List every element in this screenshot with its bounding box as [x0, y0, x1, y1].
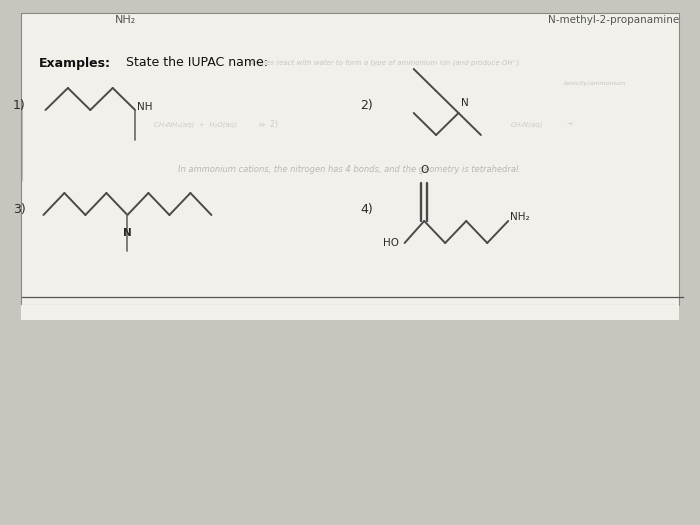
Text: CH₃NH₂(aq)  +  H₂O(aq): CH₃NH₂(aq) + H₂O(aq)	[154, 122, 237, 128]
Text: O: O	[420, 165, 428, 175]
Text: 1): 1)	[13, 99, 25, 111]
Text: State the IUPAC name:: State the IUPAC name:	[122, 57, 269, 69]
Text: In ammonium cations, the nitrogen has 4 bonds, and the geometry is tetrahedral.: In ammonium cations, the nitrogen has 4 …	[178, 165, 522, 174]
Text: N: N	[123, 228, 132, 238]
Text: →: →	[567, 122, 573, 128]
Text: ⇔  2): ⇔ 2)	[259, 121, 278, 130]
Text: NH: NH	[137, 102, 153, 112]
Text: NH₂: NH₂	[510, 212, 530, 222]
Text: CH₃N(aq): CH₃N(aq)	[511, 122, 543, 128]
FancyBboxPatch shape	[21, 304, 679, 320]
Text: 2): 2)	[360, 99, 373, 111]
Text: N: N	[461, 98, 469, 108]
Text: Examples:: Examples:	[38, 57, 111, 69]
Text: Amines react with water to form a type of ammonium ion (and produce OH⁻).: Amines react with water to form a type o…	[248, 60, 522, 66]
FancyBboxPatch shape	[21, 13, 679, 304]
Text: 4): 4)	[360, 204, 373, 216]
Text: N-methyl-2-propanamine: N-methyl-2-propanamine	[547, 15, 679, 25]
Text: NH₂: NH₂	[116, 15, 136, 25]
Text: basicity/ammonium: basicity/ammonium	[564, 80, 626, 86]
Text: HO: HO	[383, 238, 399, 248]
Text: 3): 3)	[13, 204, 25, 216]
